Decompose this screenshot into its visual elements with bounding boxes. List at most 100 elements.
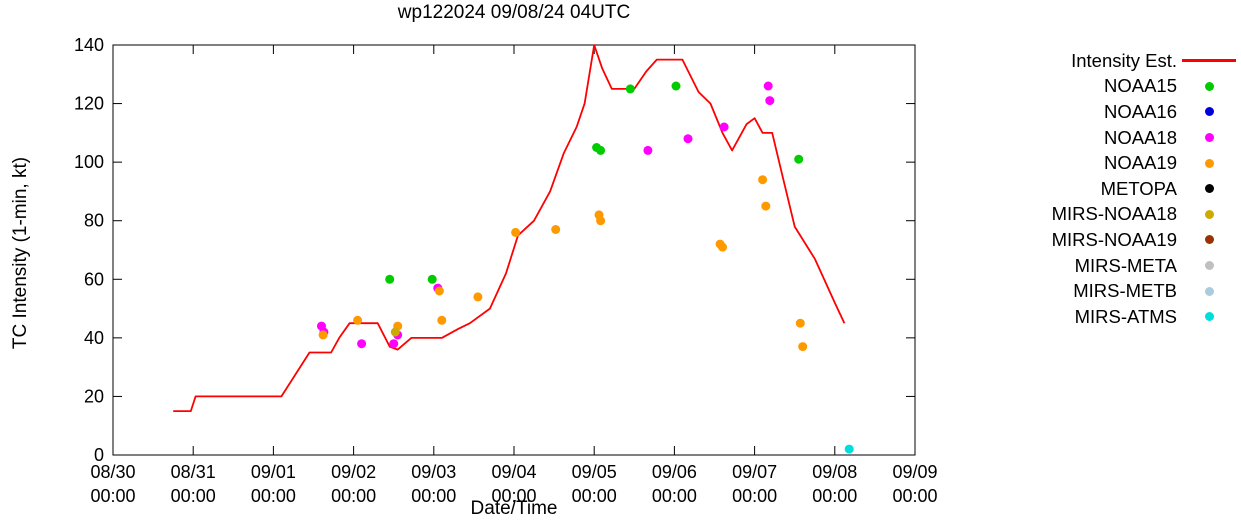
- x-tick-date: 09/02: [331, 462, 376, 482]
- legend-item-metopa: METOPA: [1003, 176, 1241, 202]
- dot-swatch-icon: [1204, 312, 1214, 322]
- data-point-noaa19: [511, 227, 521, 237]
- x-tick-time: 00:00: [171, 486, 216, 506]
- dot-swatch-icon: [1204, 261, 1214, 271]
- y-tick-label: 20: [84, 386, 104, 406]
- x-tick-time: 00:00: [892, 486, 937, 506]
- legend-label: MIRS-NOAA18: [1051, 203, 1177, 225]
- data-point-noaa15: [596, 145, 606, 155]
- x-tick-date: 09/03: [411, 462, 456, 482]
- x-axis-label: Date/Time: [470, 498, 558, 519]
- data-point-noaa19: [353, 315, 363, 325]
- data-point-noaa18: [719, 122, 729, 132]
- x-tick-time: 00:00: [572, 486, 617, 506]
- legend-dot-sample: [1177, 81, 1241, 91]
- legend-item-noaa16: NOAA16: [1003, 99, 1241, 125]
- x-tick-date: 09/05: [572, 462, 617, 482]
- legend: Intensity Est. NOAA15 NOAA16 NOAA18 NOAA19 ME…: [1003, 48, 1241, 330]
- dot-swatch-icon: [1204, 81, 1214, 91]
- x-tick-date: 09/04: [491, 462, 536, 482]
- legend-dot-sample: [1177, 158, 1241, 168]
- data-point-noaa19: [437, 315, 447, 325]
- legend-dot-sample: [1177, 312, 1241, 322]
- y-tick-label: 140: [74, 35, 104, 55]
- y-tick-label: 100: [74, 152, 104, 172]
- x-tick-time: 00:00: [90, 486, 135, 506]
- legend-item-intensity-est: Intensity Est.: [1003, 48, 1241, 74]
- data-point-noaa18: [389, 339, 399, 349]
- data-point-noaa18: [357, 339, 367, 349]
- legend-item-mirs-meta: MIRS-META: [1003, 253, 1241, 279]
- y-tick-label: 120: [74, 94, 104, 114]
- y-tick-label: 60: [84, 269, 104, 289]
- legend-dot-sample: [1177, 286, 1241, 296]
- data-point-noaa19: [795, 318, 805, 328]
- series-line-intensity-est: [173, 44, 846, 413]
- dot-swatch-icon: [1204, 184, 1214, 194]
- x-tick-date: 09/01: [251, 462, 296, 482]
- dot-swatch-icon: [1204, 286, 1214, 296]
- line-swatch-icon: [1182, 59, 1236, 63]
- x-tick-date: 08/30: [90, 462, 135, 482]
- data-point-mirs-atms: [844, 444, 854, 454]
- dot-swatch-icon: [1204, 235, 1214, 245]
- x-tick-date: 09/08: [812, 462, 857, 482]
- x-tick-time: 00:00: [411, 486, 456, 506]
- x-tick-time: 00:00: [652, 486, 697, 506]
- data-point-noaa19: [761, 201, 771, 211]
- dot-swatch-icon: [1204, 107, 1214, 117]
- y-tick-label: 80: [84, 211, 104, 231]
- legend-dot-sample: [1177, 133, 1241, 143]
- x-tick-date: 09/09: [892, 462, 937, 482]
- x-tick-time: 00:00: [251, 486, 296, 506]
- x-tick-time: 00:00: [812, 486, 857, 506]
- legend-item-mirs-atms: MIRS-ATMS: [1003, 304, 1241, 330]
- legend-label: NOAA15: [1103, 75, 1177, 97]
- data-point-noaa19: [551, 225, 561, 234]
- legend-item-noaa15: NOAA15: [1003, 74, 1241, 100]
- data-point-mirs-noaa18: [390, 327, 400, 337]
- data-point-noaa19: [473, 292, 483, 302]
- series-points-noaa18: [317, 81, 775, 349]
- legend-label: NOAA16: [1103, 100, 1177, 122]
- series-points-mirs-atms: [844, 444, 854, 454]
- data-point-noaa15: [794, 154, 804, 164]
- legend-item-mirs-noaa18: MIRS-NOAA18: [1003, 202, 1241, 228]
- x-tick-date: 09/07: [732, 462, 777, 482]
- series-points-mirs-noaa18: [390, 327, 400, 337]
- data-point-noaa19: [718, 242, 727, 252]
- data-point-noaa15: [671, 81, 681, 91]
- data-point-noaa15: [385, 274, 395, 284]
- y-tick-label: 40: [84, 328, 104, 348]
- x-tick-time: 00:00: [732, 486, 777, 506]
- data-point-noaa18: [765, 96, 775, 106]
- chart-title: wp122024 09/08/24 04UTC: [397, 2, 631, 23]
- data-point-noaa15: [427, 274, 437, 284]
- data-point-noaa18: [643, 145, 653, 155]
- data-point-noaa19: [434, 286, 444, 296]
- data-point-noaa19: [798, 342, 808, 352]
- legend-label: NOAA18: [1103, 126, 1177, 148]
- legend-label: MIRS-META: [1074, 254, 1177, 276]
- legend-label: MIRS-NOAA19: [1051, 228, 1177, 250]
- legend-dot-sample: [1177, 184, 1241, 194]
- dot-swatch-icon: [1204, 158, 1214, 168]
- legend-label: NOAA19: [1103, 152, 1177, 174]
- legend-dot-sample: [1177, 261, 1241, 271]
- y-tick-label: 0: [94, 445, 104, 465]
- legend-line-sample: [1177, 59, 1241, 63]
- dot-swatch-icon: [1204, 209, 1214, 219]
- data-point-noaa19: [596, 216, 606, 226]
- legend-item-mirs-metb: MIRS-METB: [1003, 278, 1241, 304]
- legend-dot-sample: [1177, 107, 1241, 117]
- legend-label: MIRS-METB: [1073, 280, 1177, 302]
- legend-dot-sample: [1177, 235, 1241, 245]
- legend-dot-sample: [1177, 209, 1241, 219]
- x-tick-date: 08/31: [171, 462, 216, 482]
- dot-swatch-icon: [1204, 133, 1214, 143]
- data-point-noaa18: [683, 134, 693, 144]
- legend-item-noaa18: NOAA18: [1003, 125, 1241, 151]
- legend-item-noaa19: NOAA19: [1003, 150, 1241, 176]
